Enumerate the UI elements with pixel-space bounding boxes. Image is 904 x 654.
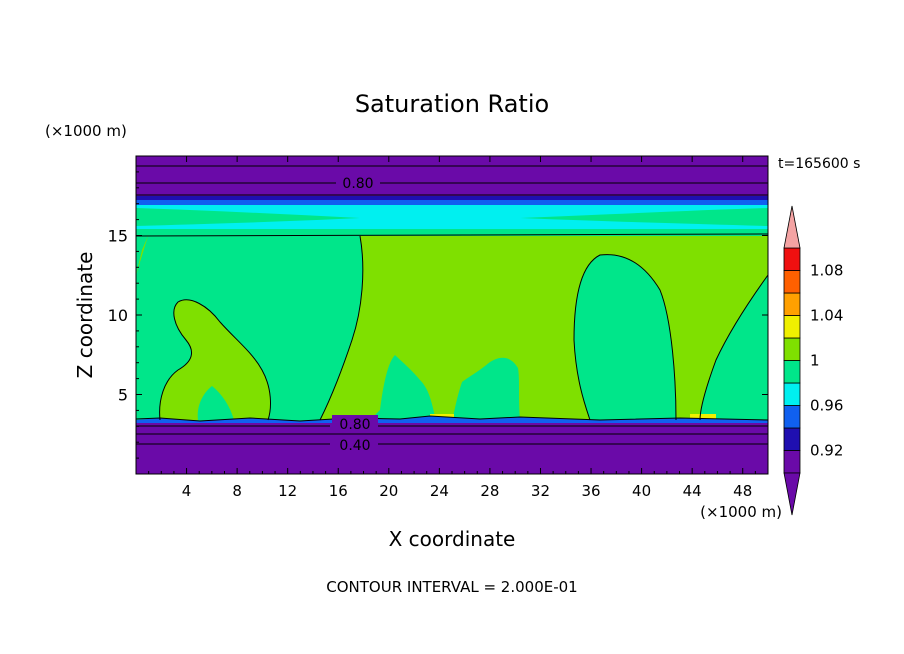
colorbar-swatch [783,405,801,429]
contour-line-plume-center [319,235,364,421]
y-axis-label: Z coordinate [73,252,97,379]
contour-label-2: 0.80 [339,417,370,433]
colorbar-tick-label: 0.92 [810,442,843,460]
x-tick-label: 28 [480,482,499,500]
field-plume-teal-left [136,236,148,275]
field-band-purple-top [136,156,768,196]
colorbar-over-arrow [783,205,801,249]
x-axis-label: X coordinate [389,527,516,551]
x-tick-label: 40 [632,482,651,500]
colorbar: 0.92 0.96 1 1.04 1.08 [783,205,843,516]
contour-label-1: 0.80 [342,176,373,192]
colorbar-tick-label: 1.04 [810,307,843,325]
field-band-blue-top [136,199,768,205]
x-tick-label: 24 [430,482,449,500]
time-label: t=165600 s [778,156,860,172]
x-tick-label: 20 [379,482,398,500]
y-unit-label: (×1000 m) [45,122,127,140]
y-tick-label: 5 [118,386,128,405]
field-band-teal-taper-right [520,208,768,226]
colorbar-tick-label: 0.96 [810,397,843,415]
colorbar-under-arrow [783,472,801,516]
x-tick-label: 12 [278,482,297,500]
x-tick-label: 16 [329,482,348,500]
field-plume-teal-right [574,254,676,420]
contour-label-bg-3 [332,437,378,452]
y-axis-ticks: 5 10 15 [108,171,768,459]
x-tick-label: 4 [182,482,192,500]
contour-label-bg-2 [332,415,378,432]
field-band-teal-taper-left [136,208,360,226]
colorbar-swatch [783,382,801,406]
contour-interval-footer: CONTOUR INTERVAL = 2.000E-01 [326,578,577,596]
contour-line-plume-far-right [699,274,768,421]
colorbar-swatch [783,315,801,339]
field-band-navy-top [136,195,768,200]
colorbar-swatch [783,427,801,451]
x-tick-label: 32 [531,482,550,500]
contour-line-top-4 [136,233,768,237]
y-tick-label: 10 [108,306,128,325]
field-streak-yellow-2 [690,414,716,419]
colorbar-swatch [783,247,801,271]
contour-label-3: 0.40 [339,438,370,454]
contour-field: 0.80 0.80 0.40 [136,156,768,474]
x-tick-label: 36 [581,482,600,500]
colorbar-swatch [783,360,801,384]
x-tick-label: 48 [733,482,752,500]
x-unit-label: (×1000 m) [700,503,782,521]
colorbar-swatch [783,450,801,474]
field-region-green [136,236,768,420]
field-plume-teal-far-right [700,275,768,420]
x-tick-label: 8 [232,482,242,500]
colorbar-tick-label: 1 [810,352,820,370]
contour-label-bg-1 [336,173,380,191]
field-band-purple-bottom [136,423,768,474]
field-void-teal-left [197,386,234,420]
x-axis-ticks: 4 8 12 16 20 24 28 32 36 40 44 48 [148,156,756,500]
y-tick-label: 15 [108,227,128,246]
chart-title: Saturation Ratio [355,90,549,118]
colorbar-swatch [783,292,801,316]
x-tick-label: 44 [683,482,702,500]
colorbar-swatch [783,270,801,294]
field-blob-green-left [159,299,271,420]
contour-line-blob-left [159,299,271,421]
colorbar-swatch [783,337,801,361]
colorbar-tick-label: 1.08 [810,262,843,280]
contour-line-surface [136,415,768,422]
contour-line-plume-right [573,254,677,421]
contour-lines [136,165,768,445]
